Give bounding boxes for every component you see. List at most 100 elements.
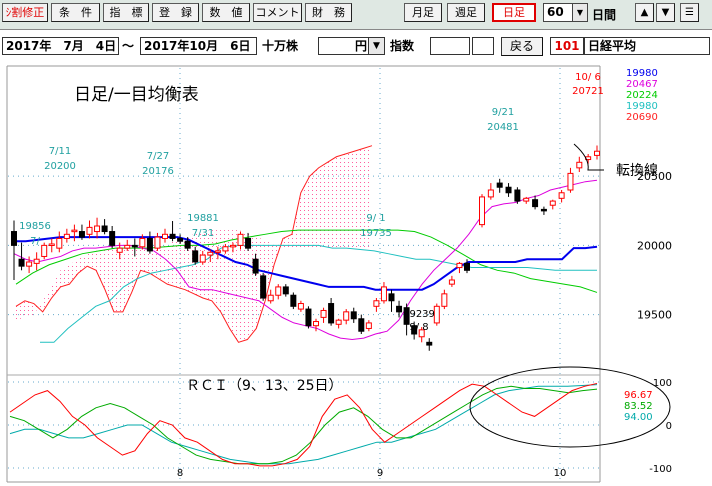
candle-body [373,300,380,307]
price-tick-label: 19500 [637,309,672,322]
candle-body [11,231,17,246]
annotation-value: 20481 [487,122,519,133]
toolbar-button-5[interactable]: 数 値 [202,3,250,22]
callout-label: 転換線 [616,163,658,179]
rci-mid-line [9,385,598,465]
back-button[interactable]: 戻る [501,37,543,56]
candle-body [267,294,274,302]
candle-body [328,303,335,324]
rci-title: ＲＣＩ（9、13、25日） [186,378,343,394]
candle-body [496,182,503,188]
rci-latest-value: 83.52 [624,401,653,412]
annotation-date: 10/ 6 [575,72,601,83]
count-unit-label: 日間 [592,8,617,22]
candle-body [532,199,539,208]
price-tick-label: 20000 [637,239,672,252]
candle-body [275,286,282,296]
annotation-date: 7/ [30,236,40,247]
senkou-span-a-line [15,145,373,343]
toolbar: ｼ割修正条 件指 標登 録数 値コメント財 務月足 週足 日足 60 ▼ 日間 ▲ ▼ ☰ [0,0,712,30]
annotation-value: 20176 [142,166,174,177]
chart-area: 20500 20000 19500 日足/一目均衡表 7/11 20200 7/27 2017… [3,62,712,486]
candle-body [26,261,33,267]
currency-select[interactable]: 円 ▼ [318,37,385,55]
annotation-value: 19856 [19,221,51,232]
candle-body [33,258,40,264]
candle-body [514,189,521,202]
menu-icon[interactable]: ☰ [680,3,699,22]
candle-body [403,307,410,325]
toolbar-button-1[interactable]: ｼ割修正 [2,3,48,22]
candle-body [594,150,600,156]
candle-body [252,258,259,274]
candle-body [192,250,199,263]
candle-body [418,329,425,338]
currency-value: 円 [354,39,367,53]
candle-body [222,246,229,252]
toolbar-button-3[interactable]: 指 標 [103,3,149,22]
date-range-tilde: ～ [122,39,135,53]
blank-field-2[interactable] [472,37,494,55]
legend-value: 20690 [626,112,658,123]
candle-body [169,233,176,239]
annotation-value: 19239 [403,309,435,320]
candle-body [41,244,48,257]
candle-body [237,233,244,246]
candle-body [576,161,583,169]
highlight-ellipse [469,366,671,448]
candle-body [448,279,455,285]
up-arrow-icon[interactable]: ▲ [635,3,654,22]
candle-body [433,305,440,324]
blank-field-1[interactable] [430,37,470,55]
toolbar-button-7[interactable]: 財 務 [305,3,352,22]
info-bar: 2017年 7月 4日 ～ 2017年10月 6日 十万株 円 ▼ 指数 戻る … [0,31,712,61]
code-field[interactable]: 101 [550,37,584,55]
index-label: 指数 [390,39,415,53]
candle-body [71,229,78,233]
candle-body [396,305,403,313]
start-date-field[interactable]: 2017年 7月 4日 [2,37,119,55]
down-arrow-icon[interactable]: ▼ [656,3,675,22]
count-value: 60 [547,5,564,19]
candle-body [305,308,312,327]
toolbar-button-6[interactable]: コメント [253,3,302,22]
period-button-2[interactable]: 週足 [447,3,485,22]
candle-body [320,309,327,318]
candle-body [139,237,146,248]
period-button-1[interactable]: 月足 [404,3,442,22]
candle-body [245,237,252,249]
chevron-down-icon: ▼ [572,4,587,21]
candle-body [350,311,357,320]
candle-body [479,196,485,226]
toolbar-button-2[interactable]: 条 件 [51,3,100,22]
candle-body [154,236,161,249]
candle-body [441,293,448,307]
candle-body [505,186,512,194]
candle-body [207,251,214,256]
period-button-3[interactable]: 日足 [492,3,536,22]
chikou-span-line [40,244,597,343]
price-tick-label: 20500 [637,170,672,183]
rci-tick-label: -100 [649,464,672,475]
toolbar-button-4[interactable]: 登 録 [152,3,199,22]
candle-body [18,258,25,267]
candle-body [313,321,319,327]
annotation-date: 9/ 8 [409,322,428,333]
rci-tick-label: 0 [666,421,672,432]
candle-body [426,341,433,346]
candle-body [343,311,350,321]
annotation-date: 9/21 [492,107,514,118]
count-select[interactable]: 60 ▼ [543,3,588,22]
candle-body [199,254,206,263]
candle-body [184,240,191,249]
end-date-field[interactable]: 2017年10月 6日 [140,37,257,55]
candle-body [63,233,70,239]
legend-value: 20224 [626,90,658,101]
legend-value: 20467 [626,79,658,90]
candle-body [411,325,418,335]
candle-body [229,244,236,248]
candle-body [335,319,342,325]
annotation-date: 7/31 [192,228,214,239]
candle-body [146,237,153,252]
annotation-value: 20200 [44,161,76,172]
